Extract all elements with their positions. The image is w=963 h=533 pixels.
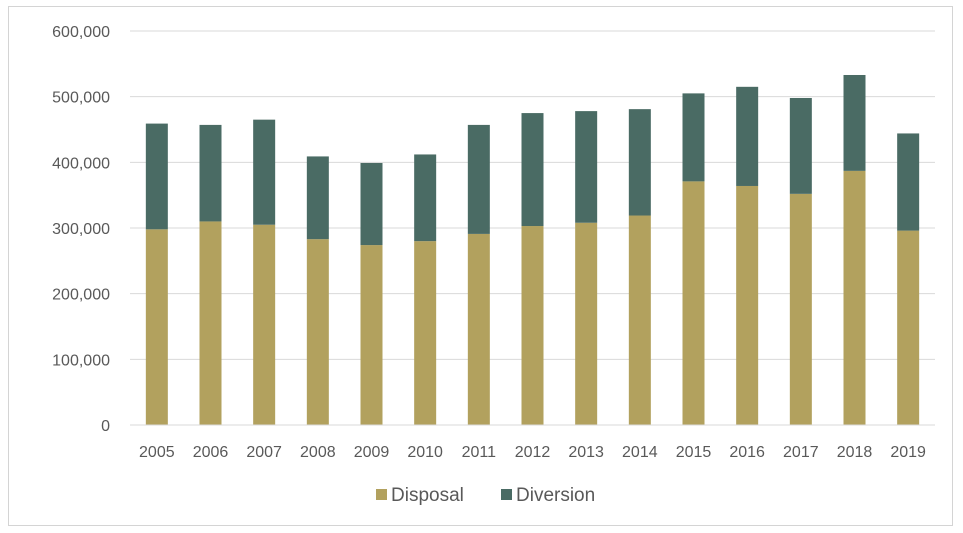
- y-tick-label: 500,000: [52, 90, 110, 107]
- legend-swatch-diversion: [501, 489, 512, 500]
- x-tick-label: 2014: [622, 444, 658, 461]
- bar-disposal-2005: [145, 229, 168, 425]
- bar-disposal-2017: [789, 193, 812, 425]
- bar-disposal-2015: [682, 181, 705, 425]
- y-axis-tick-labels: 0 100,000 200,000 300,000 400,000 500,000 600,…: [52, 24, 110, 435]
- x-tick-label: 2012: [515, 444, 551, 461]
- legend-label-diversion: Diversion: [516, 485, 595, 506]
- legend-label-disposal: Disposal: [391, 485, 464, 506]
- y-tick-label: 400,000: [52, 155, 110, 172]
- bar-diversion-2013: [575, 111, 598, 223]
- bar-disposal-2006: [199, 221, 222, 425]
- bar-diversion-2010: [414, 154, 437, 242]
- bar-diversion-2008: [306, 156, 329, 240]
- bar-diversion-2014: [628, 109, 651, 216]
- x-tick-label: 2015: [676, 444, 712, 461]
- x-tick-label: 2018: [837, 444, 873, 461]
- y-tick-label: 300,000: [52, 221, 110, 238]
- x-tick-label: 2017: [783, 444, 819, 461]
- y-tick-label: 0: [101, 418, 110, 435]
- bar-diversion-2019: [897, 133, 920, 231]
- x-tick-label: 2013: [568, 444, 604, 461]
- bar-disposal-2012: [521, 226, 544, 425]
- bar-diversion-2011: [467, 124, 490, 234]
- x-tick-label: 2006: [193, 444, 229, 461]
- y-tick-label: 200,000: [52, 287, 110, 304]
- x-tick-label: 2007: [246, 444, 282, 461]
- x-tick-label: 2008: [300, 444, 336, 461]
- bar-disposal-2010: [414, 241, 437, 425]
- x-axis-tick-labels: 2005 2006 2007 2008 2009 2010 2011 2012 2013 2014…: [139, 444, 926, 461]
- bar-diversion-2007: [253, 119, 276, 225]
- bar-disposal-2009: [360, 245, 383, 425]
- y-tick-label: 600,000: [52, 24, 110, 41]
- x-tick-label: 2016: [729, 444, 765, 461]
- bar-disposal-2014: [628, 215, 651, 425]
- bar-disposal-2019: [897, 230, 920, 425]
- x-tick-label: 2011: [462, 444, 497, 461]
- bar-diversion-2017: [789, 97, 812, 194]
- bar-disposal-2018: [843, 170, 866, 425]
- bar-disposal-2007: [253, 224, 276, 425]
- bar-disposal-2011: [467, 233, 490, 425]
- bar-disposal-2013: [575, 222, 598, 425]
- x-tick-label: 2019: [890, 444, 926, 461]
- bar-diversion-2005: [145, 123, 168, 230]
- bar-diversion-2012: [521, 113, 544, 227]
- x-tick-label: 2005: [139, 444, 175, 461]
- bar-disposal-2016: [736, 185, 759, 425]
- bar-diversion-2018: [843, 74, 866, 171]
- bar-diversion-2016: [736, 86, 759, 186]
- x-tick-label: 2009: [354, 444, 390, 461]
- legend-swatch-disposal: [376, 489, 387, 500]
- y-tick-label: 100,000: [52, 352, 110, 369]
- bar-diversion-2015: [682, 93, 705, 182]
- bar-diversion-2009: [360, 162, 383, 246]
- bar-disposal-2008: [306, 239, 329, 425]
- x-tick-label: 2010: [407, 444, 443, 461]
- bar-diversion-2006: [199, 124, 222, 222]
- bars: [145, 74, 920, 425]
- legend: Disposal Diversion: [376, 485, 595, 506]
